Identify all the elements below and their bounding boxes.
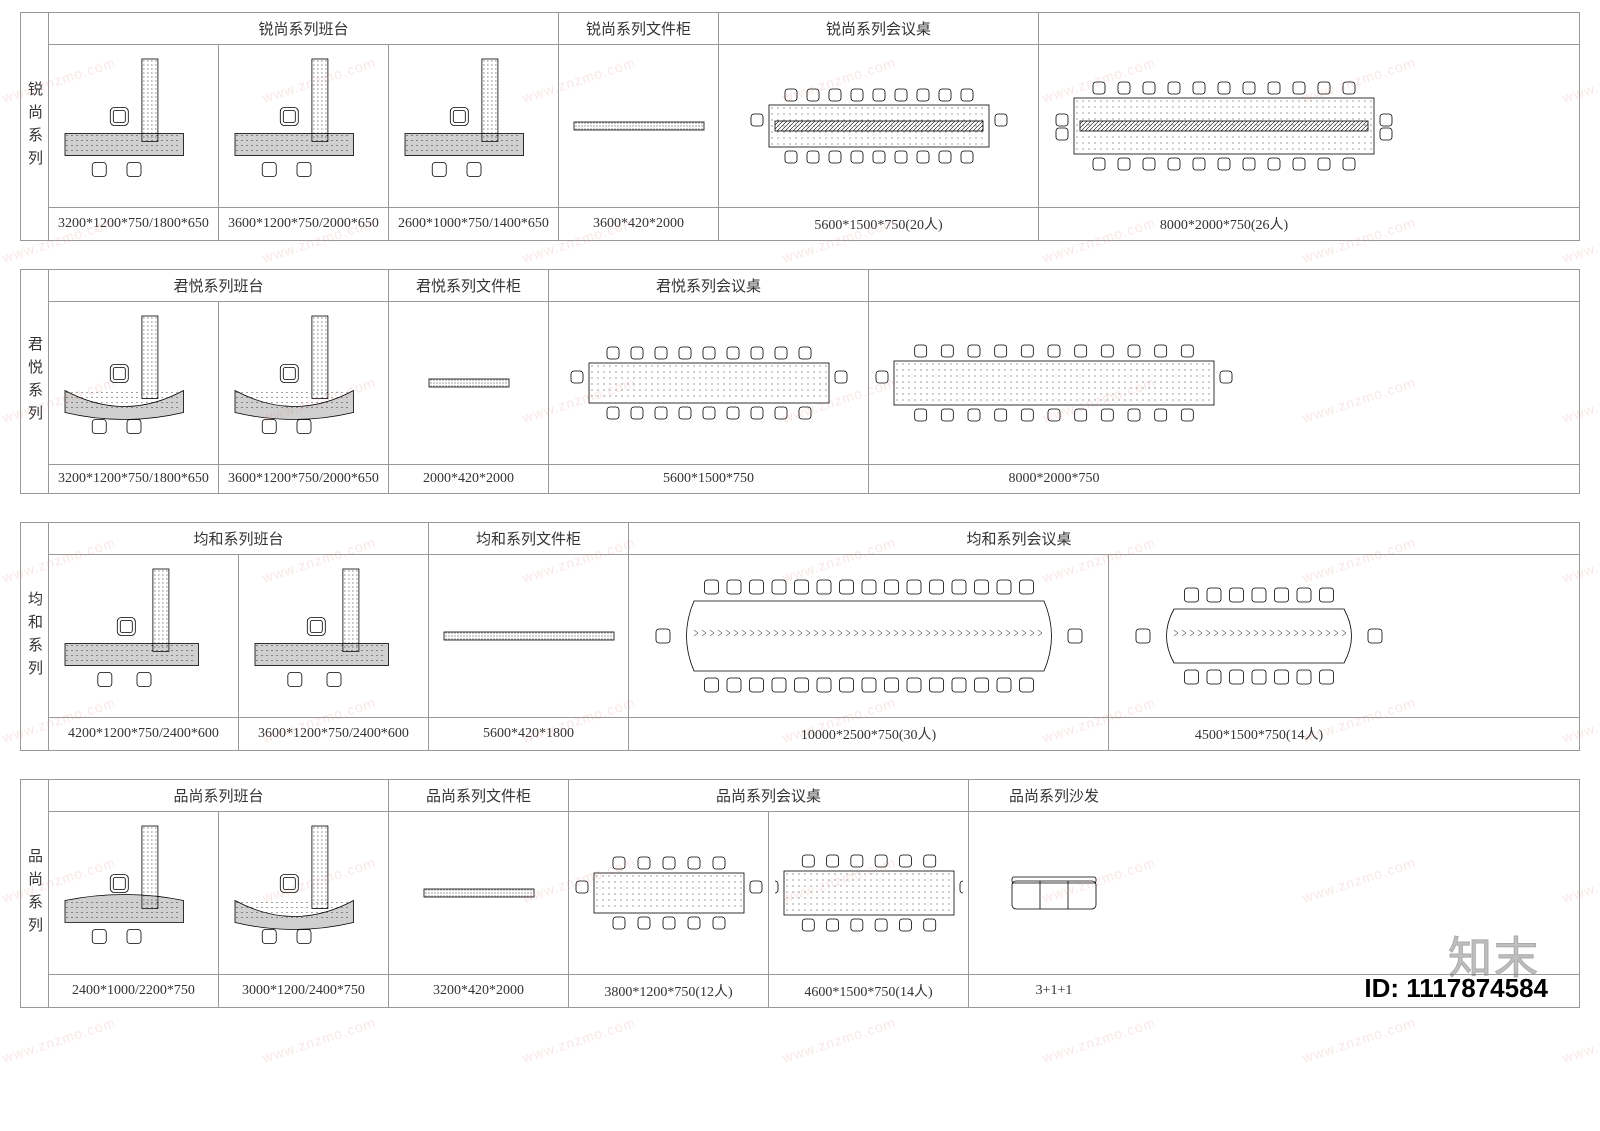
- series-label: 均和系列: [21, 523, 49, 750]
- group-header: 品尚系列沙发: [969, 780, 1139, 811]
- drawing-cell: [219, 302, 389, 464]
- watermark: www.znzmo.com: [260, 1014, 377, 1066]
- watermark: www.znzmo.com: [1300, 1014, 1417, 1066]
- group-header: 品尚系列文件柜: [389, 780, 569, 811]
- dimension-cell: 3600*1200*750/2000*650: [219, 465, 389, 493]
- dimension-cell: 3600*1200*750/2400*600: [239, 718, 429, 750]
- dimension-cell: 2400*1000/2200*750: [49, 975, 219, 1007]
- group-header: 品尚系列会议桌: [569, 780, 969, 811]
- dimension-cell: 8000*2000*750(26人): [1039, 208, 1409, 240]
- series-row: 锐尚系列锐尚系列班台锐尚系列文件柜锐尚系列会议桌 3200*1200*750/1…: [20, 12, 1580, 241]
- series-label: 锐尚系列: [21, 13, 49, 240]
- series-row: 品尚系列品尚系列班台品尚系列文件柜品尚系列会议桌品尚系列沙发 2400*1000…: [20, 779, 1580, 1008]
- group-header: 君悦系列班台: [49, 270, 389, 301]
- group-header: 君悦系列会议桌: [549, 270, 869, 301]
- dimension-cell: 3200*1200*750/1800*650: [49, 208, 219, 240]
- series-row: 君悦系列君悦系列班台君悦系列文件柜君悦系列会议桌 3200*1200*750/1…: [20, 269, 1580, 494]
- asset-id: ID: 1117874584: [1364, 973, 1548, 1004]
- drawing-cell: [239, 555, 429, 717]
- drawing-cell: [389, 302, 549, 464]
- dimension-cell: 3000*1200/2400*750: [219, 975, 389, 1007]
- watermark: www.znzmo.com: [1040, 1014, 1157, 1066]
- watermark: www.znzmo.com: [520, 1014, 637, 1066]
- dimension-cell: 4600*1500*750(14人): [769, 975, 969, 1007]
- drawing-cell: [49, 302, 219, 464]
- dimension-cell: 10000*2500*750(30人): [629, 718, 1109, 750]
- dimension-cell: 3800*1200*750(12人): [569, 975, 769, 1007]
- dimension-cell: 3+1+1: [969, 975, 1139, 1007]
- drawing-cell: [49, 555, 239, 717]
- series-label: 品尚系列: [21, 780, 49, 1007]
- drawing-cell: [389, 45, 559, 207]
- series-label: 君悦系列: [21, 270, 49, 493]
- group-header: 锐尚系列班台: [49, 13, 559, 44]
- group-header: 君悦系列文件柜: [389, 270, 549, 301]
- drawing-cell: [219, 45, 389, 207]
- group-header: [869, 270, 1239, 301]
- drawing-cell: [569, 812, 769, 974]
- dimension-cell: 3600*1200*750/2000*650: [219, 208, 389, 240]
- group-header: 均和系列班台: [49, 523, 429, 554]
- dimension-cell: 3200*420*2000: [389, 975, 569, 1007]
- watermark: www.znzmo.com: [1560, 1014, 1600, 1066]
- drawing-cell: [769, 812, 969, 974]
- group-header: 锐尚系列文件柜: [559, 13, 719, 44]
- group-header: 均和系列文件柜: [429, 523, 629, 554]
- dimension-cell: 5600*1500*750(20人): [719, 208, 1039, 240]
- drawing-cell: [219, 812, 389, 974]
- drawing-cell: [719, 45, 1039, 207]
- drawing-cell: [549, 302, 869, 464]
- dimension-cell: 2600*1000*750/1400*650: [389, 208, 559, 240]
- drawing-cell: [629, 555, 1109, 717]
- drawing-cell: [49, 812, 219, 974]
- dimension-cell: 5600*420*1800: [429, 718, 629, 750]
- dimension-cell: 3600*420*2000: [559, 208, 719, 240]
- group-header: 品尚系列班台: [49, 780, 389, 811]
- group-header: 均和系列会议桌: [629, 523, 1409, 554]
- drawing-cell: [389, 812, 569, 974]
- watermark: www.znzmo.com: [780, 1014, 897, 1066]
- drawing-cell: [49, 45, 219, 207]
- dimension-cell: 4200*1200*750/2400*600: [49, 718, 239, 750]
- series-row: 均和系列均和系列班台均和系列文件柜均和系列会议桌 4200*1200*750/2…: [20, 522, 1580, 751]
- drawing-cell: [869, 302, 1239, 464]
- dimension-cell: 2000*420*2000: [389, 465, 549, 493]
- drawing-cell: [429, 555, 629, 717]
- drawing-cell: [1039, 45, 1409, 207]
- dimension-cell: 5600*1500*750: [549, 465, 869, 493]
- drawing-cell: [1109, 555, 1409, 717]
- drawing-cell: [969, 812, 1139, 974]
- dimension-cell: 4500*1500*750(14人): [1109, 718, 1409, 750]
- dimension-cell: 8000*2000*750: [869, 465, 1239, 493]
- drawing-cell: [559, 45, 719, 207]
- group-header: [1039, 13, 1409, 44]
- group-header: 锐尚系列会议桌: [719, 13, 1039, 44]
- dimension-cell: 3200*1200*750/1800*650: [49, 465, 219, 493]
- watermark: www.znzmo.com: [0, 1014, 117, 1066]
